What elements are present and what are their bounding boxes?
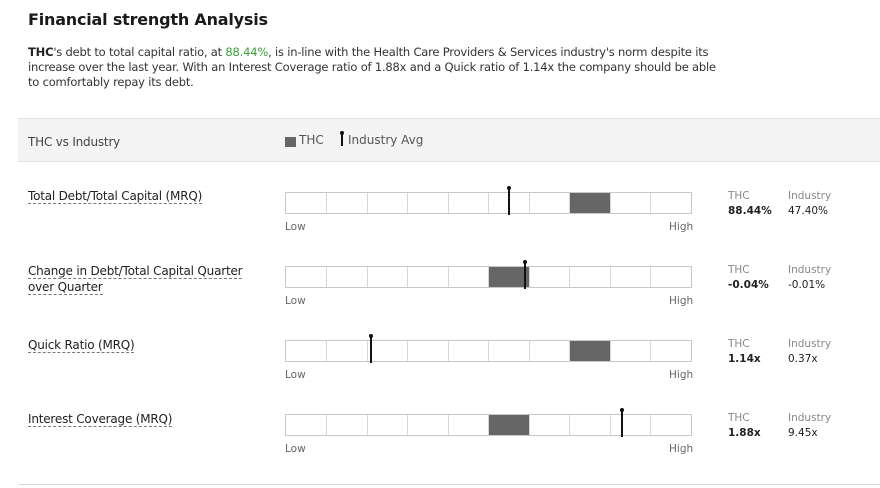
company-value: 1.14x	[728, 353, 761, 365]
legend-company-swatch	[285, 137, 296, 147]
industry-avg-marker-icon	[522, 260, 527, 289]
bar-segment-divider	[326, 267, 327, 287]
company-value: -0.04%	[728, 279, 769, 291]
company-value-segment	[569, 341, 610, 361]
bar-segment-divider	[447, 267, 449, 287]
bar-segment-divider	[407, 267, 408, 287]
bar-segment-divider	[650, 341, 651, 361]
bar-segment-divider	[326, 193, 327, 213]
bar-segment-divider	[447, 193, 449, 213]
company-value-segment	[569, 193, 610, 213]
bar-segment-divider	[407, 193, 408, 213]
company-value-head: THC	[728, 264, 750, 276]
bar-segment-divider	[326, 341, 327, 361]
bar-segment-divider	[609, 193, 611, 213]
industry-value-head: Industry	[788, 412, 832, 424]
industry-value: 9.45x	[788, 427, 818, 439]
company-value-segment	[488, 415, 529, 435]
industry-value-head: Industry	[788, 264, 832, 276]
scale-high-label: High	[669, 295, 694, 307]
metric-label-quick-ratio[interactable]: Quick Ratio (MRQ)	[28, 338, 135, 353]
legend-industry-marker-icon	[340, 131, 344, 146]
summary-text: THC's debt to total capital ratio, at 88…	[28, 45, 728, 90]
bar-segment-divider	[488, 193, 489, 213]
bar-segment-divider	[407, 415, 408, 435]
comparison-label: THC vs Industry	[28, 135, 121, 149]
bar-segment-divider	[488, 341, 489, 361]
summary-highlight: 88.44%	[225, 45, 269, 59]
summary-part2: , is in-line with the Health Care Provid…	[28, 45, 716, 89]
metric-bar-debt-total-capital	[285, 186, 692, 215]
bar-segment-divider	[650, 193, 651, 213]
industry-avg-marker-icon	[369, 334, 374, 363]
bar-segment-divider	[609, 415, 611, 435]
company-value-head: THC	[728, 190, 750, 202]
metric-label-debt-total-capital[interactable]: Total Debt/Total Capital (MRQ)	[28, 189, 203, 204]
scale-high-label: High	[669, 369, 694, 381]
company-value: 88.44%	[728, 205, 772, 217]
industry-value: 47.40%	[788, 205, 829, 217]
bar-segment-divider	[366, 341, 368, 361]
industry-value: 0.37x	[788, 353, 818, 365]
bar-segment-divider	[528, 193, 530, 213]
bar-segment-divider	[528, 415, 530, 435]
scale-low-label: Low	[285, 369, 306, 381]
bar-segment-divider	[528, 267, 530, 287]
legend-company-label: THC	[299, 133, 324, 147]
bar-segment-divider	[407, 341, 408, 361]
metric-bar-interest-coverage	[285, 408, 692, 437]
scale-high-label: High	[669, 443, 694, 455]
bar-segment-divider	[366, 193, 368, 213]
industry-avg-marker-icon	[620, 408, 625, 437]
bar-segment-divider	[569, 267, 570, 287]
industry-value: -0.01%	[788, 279, 826, 291]
summary-ticker: THC	[28, 45, 54, 59]
metric-bar-change-debt-capital	[285, 260, 692, 289]
industry-value-head: Industry	[788, 190, 832, 202]
bar-segment-divider	[609, 267, 611, 287]
bar-segment-divider	[366, 415, 368, 435]
bar-segment-divider	[650, 415, 651, 435]
metric-label-change-debt-capital[interactable]: Change in Debt/Total Capital Quarter ove…	[28, 264, 243, 295]
bar-segment-divider	[609, 341, 611, 361]
scale-low-label: Low	[285, 221, 306, 233]
bar-segment-divider	[569, 415, 570, 435]
metric-label-interest-coverage[interactable]: Interest Coverage (MRQ)	[28, 412, 173, 427]
bar-segment-divider	[366, 267, 368, 287]
industry-value-head: Industry	[788, 338, 832, 350]
bar-segment-divider	[447, 341, 449, 361]
company-value-head: THC	[728, 412, 750, 424]
section-title: Financial strength Analysis	[28, 10, 268, 29]
bar-segment-divider	[650, 267, 651, 287]
scale-low-label: Low	[285, 295, 306, 307]
scale-low-label: Low	[285, 443, 306, 455]
metric-bar-quick-ratio	[285, 334, 692, 363]
company-value: 1.88x	[728, 427, 761, 439]
comparison-header: THC vs Industry THC Industry Avg	[18, 118, 880, 162]
company-value-segment	[488, 267, 529, 287]
legend-industry-label: Industry Avg	[348, 133, 424, 147]
scale-high-label: High	[669, 221, 694, 233]
bottom-divider	[18, 484, 880, 485]
industry-avg-marker-icon	[506, 186, 511, 215]
summary-part1: 's debt to total capital ratio, at	[53, 45, 226, 59]
company-value-head: THC	[728, 338, 750, 350]
bar-segment-divider	[528, 341, 530, 361]
bar-segment-divider	[447, 415, 449, 435]
bar-segment-divider	[326, 415, 327, 435]
